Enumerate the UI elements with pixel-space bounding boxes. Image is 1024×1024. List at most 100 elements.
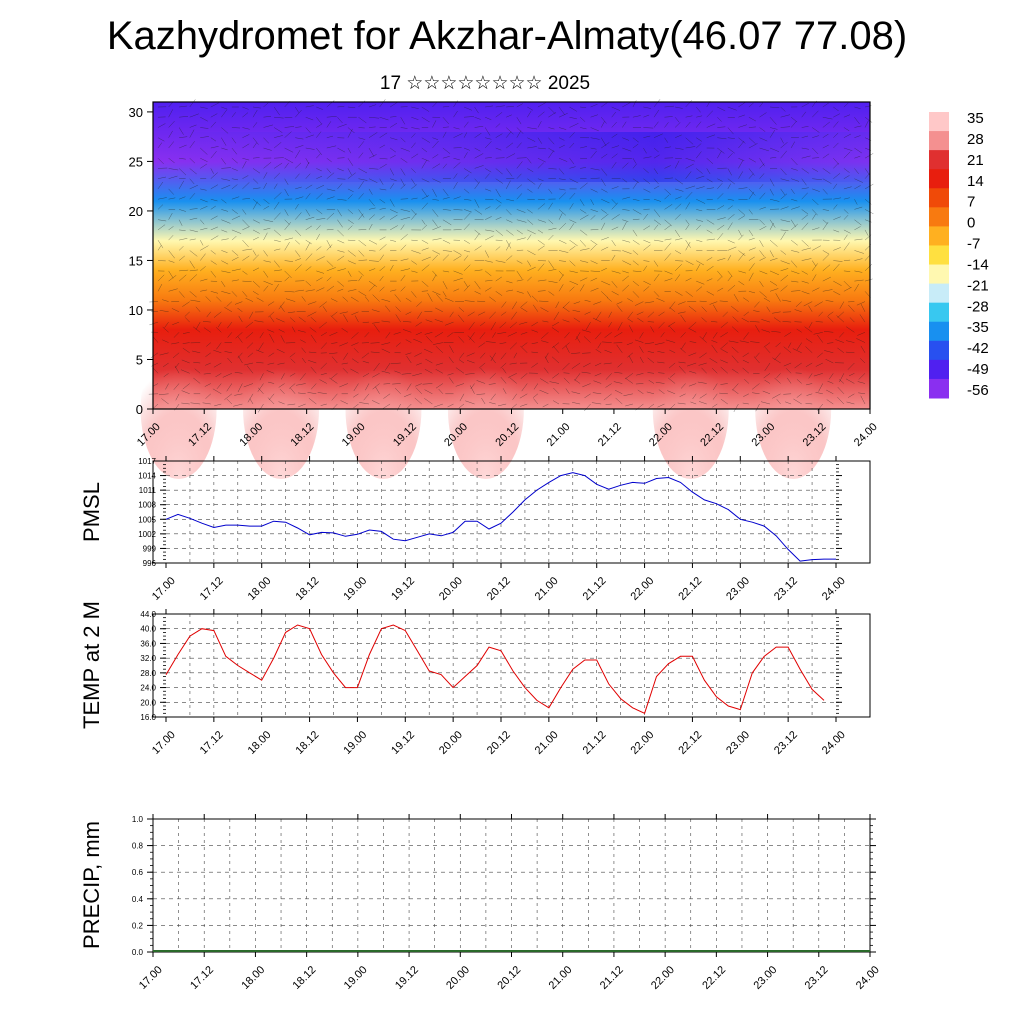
wind-barb [200, 227, 208, 231]
wind-barb [622, 196, 631, 200]
wind-barb [411, 168, 416, 173]
wind-barb [706, 187, 715, 190]
wind-barb [347, 127, 355, 134]
wind-barb [516, 270, 523, 280]
wind-barb [256, 349, 264, 354]
wind-barb [632, 291, 640, 298]
wind-barb [813, 373, 823, 377]
wind-barb [278, 383, 285, 388]
wind-barb [717, 270, 723, 278]
wind-barb [614, 371, 623, 374]
wind-barb [280, 335, 285, 343]
wind-barb [501, 311, 507, 316]
wind-barb [481, 397, 486, 405]
wind-barb [484, 141, 492, 149]
wind-barb [179, 105, 188, 108]
wind-barb [520, 301, 528, 308]
pmsl-x-axis: 17.00 17.12 18.00 18.12 19.00 19.12 20.00 20.12… [150, 456, 848, 603]
wind-barb [569, 280, 579, 285]
wind-barb [205, 352, 211, 358]
wind-barb [182, 332, 190, 334]
wind-barb [653, 147, 659, 153]
wind-barb [316, 256, 325, 261]
wind-barb [783, 362, 792, 367]
wind-barb [590, 150, 597, 159]
wind-barb [544, 356, 549, 364]
wind-barb [839, 332, 845, 338]
x-tick-label: 21.12 [598, 964, 626, 992]
wind-barb [157, 239, 164, 249]
wind-barb [527, 137, 536, 142]
wind-barb [698, 362, 707, 366]
wind-barb [769, 106, 780, 109]
wind-barb [305, 193, 311, 200]
wind-barb [353, 403, 359, 409]
wind-barb [811, 260, 817, 267]
wind-barb [602, 341, 612, 343]
wind-barb [495, 112, 503, 118]
wind-barb [706, 168, 711, 175]
wind-barb [764, 347, 771, 353]
wind-barb [833, 263, 840, 272]
wind-barb [763, 342, 771, 348]
wind-barb [847, 362, 855, 370]
wind-barb [179, 144, 187, 149]
wind-barb [252, 236, 259, 241]
wind-barb [617, 321, 623, 331]
wind-barb [379, 188, 387, 191]
wind-barb [231, 256, 239, 261]
wind-barb [537, 137, 543, 144]
wind-barb [317, 392, 327, 395]
pmsl-axis-label: PMSL [79, 482, 104, 542]
wind-barb [569, 123, 579, 128]
wind-barb [221, 109, 228, 118]
wind-barb [453, 270, 463, 275]
wind-barb [657, 403, 665, 408]
wind-barb [611, 202, 619, 210]
wind-barb [373, 362, 380, 372]
wind-barb [189, 291, 197, 298]
wind-barb [200, 219, 205, 225]
wind-barb [563, 377, 570, 384]
wind-barb [584, 393, 591, 399]
wind-barb [647, 351, 655, 354]
wind-barb [558, 270, 564, 276]
wind-barb [234, 393, 243, 396]
wind-barb [467, 311, 475, 317]
wind-barb [580, 127, 587, 130]
y-tick-label: 24.0 [140, 684, 156, 693]
wind-barb [822, 209, 830, 211]
wind-barb [845, 378, 855, 384]
wind-barb [558, 239, 567, 244]
wind-barb [674, 291, 683, 296]
wind-barb [632, 143, 639, 149]
wind-barb [854, 250, 864, 254]
wind-barb [252, 106, 261, 109]
wind-barb [400, 244, 407, 251]
wind-barb [453, 162, 461, 169]
wind-barb [411, 116, 419, 120]
wind-barb [583, 336, 591, 343]
wind-barb [537, 121, 542, 128]
wind-barb [706, 178, 713, 183]
wind-barb [815, 392, 823, 395]
wind-barb [371, 400, 380, 405]
wind-barb [614, 332, 623, 338]
wind-barb [717, 137, 727, 140]
wind-barb [171, 308, 180, 313]
wind-barb [717, 150, 722, 159]
wind-barb [717, 224, 725, 231]
wind-barb [179, 229, 186, 231]
wind-barb [590, 215, 596, 220]
wind-barb [843, 197, 850, 200]
wind-barb [411, 260, 417, 265]
wind-barb [826, 399, 834, 405]
wind-barb [193, 377, 201, 384]
wind-barb [453, 288, 460, 292]
wind-barb [489, 373, 496, 380]
wind-barb [221, 178, 231, 181]
wind-barb [263, 232, 268, 241]
wind-barb [157, 176, 167, 179]
y-tick-label: 1002 [138, 530, 156, 539]
wind-barb [400, 157, 408, 163]
